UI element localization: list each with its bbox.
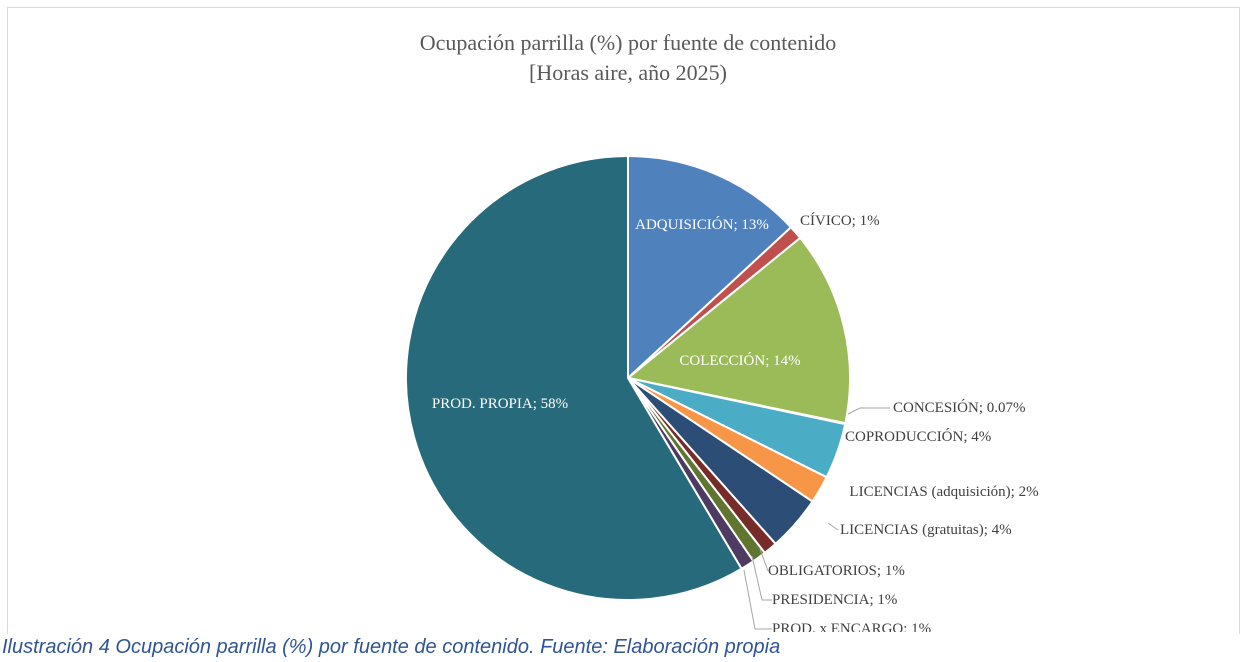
label-box: LICENCIAS (gratuitas); 4% (840, 522, 1012, 538)
data-label: PRESIDENCIA; 1% (772, 592, 898, 608)
leader-line (827, 522, 839, 531)
pie-slice (405, 154, 743, 601)
label-box: COPRODUCCIÓN; 4% (845, 429, 992, 445)
data-label: CÍVICO; 1% (800, 213, 880, 229)
leader-line (743, 569, 772, 630)
data-label: COPRODUCCIÓN; 4% (845, 429, 992, 445)
plot: ADQUISICIÓN; 13% CÍVICO; 1% COLECCIÓN; 14%… (405, 154, 1039, 634)
data-label: COLECCIÓN; 14% (679, 353, 801, 369)
label-box: PROD. x ENCARGO; 1% (772, 621, 932, 634)
data-label: LICENCIAS (gratuitas); 4% (840, 522, 1012, 538)
chart-subtitle: [Horas aire, año 2025) (529, 60, 727, 85)
label-box: OBLIGATORIOS; 1% (768, 563, 905, 579)
caption: Ilustración 4 Ocupación parrilla (%) por… (2, 636, 781, 658)
label-box: CONCESIÓN; 0.07% (893, 400, 1026, 416)
label-box: PRESIDENCIA; 1% (772, 592, 898, 608)
data-label: PROD. x ENCARGO; 1% (772, 621, 932, 634)
chart-title: Ocupación parrilla (%) por fuente de con… (420, 30, 837, 55)
data-label: CONCESIÓN; 0.07% (893, 400, 1026, 416)
label-box: CÍVICO; 1% (800, 213, 880, 229)
data-label: OBLIGATORIOS; 1% (768, 563, 905, 579)
data-label: LICENCIAS (adquisición); 2% (849, 484, 1039, 500)
leader-line (759, 548, 769, 572)
pie-slice (627, 154, 793, 381)
leader-line (751, 555, 772, 601)
leader-line (847, 407, 890, 415)
pie-slice (625, 236, 851, 425)
label-box: ADQUISICIÓN; 13% (635, 217, 769, 233)
data-label: ADQUISICIÓN; 13% (635, 217, 769, 233)
chart: Ocupación parrilla (%) por fuente de con… (7, 7, 1240, 634)
label-box: COLECCIÓN; 14% (679, 353, 801, 369)
data-label: PROD. PROPIA; 58% (431, 396, 569, 412)
label-box: LICENCIAS (adquisición); 2% (849, 484, 1039, 500)
label-box: PROD. PROPIA; 58% (431, 396, 569, 412)
